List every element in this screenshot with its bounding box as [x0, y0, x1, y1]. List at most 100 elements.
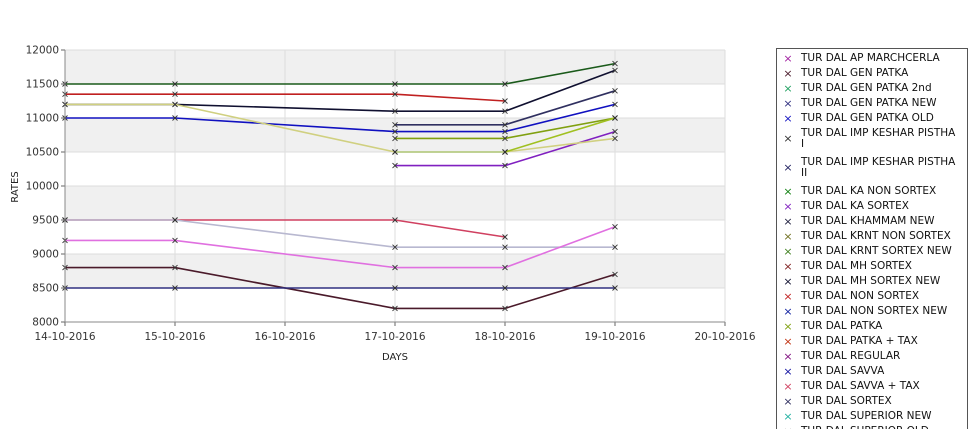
legend-marker-icon: ×: [783, 245, 793, 258]
legend-label: TUR DAL SUPERIOR OLD: [801, 426, 961, 429]
data-point-marker: [502, 128, 508, 135]
data-point-marker: [502, 108, 508, 115]
data-point-marker: [392, 217, 398, 223]
legend-label: TUR DAL KHAMMAM NEW: [801, 215, 935, 227]
legend-item: × TUR DAL MH SORTEX NEW: [781, 276, 961, 288]
legend-label: TUR DAL GEN PATKA OLD: [801, 112, 934, 124]
legend-marker-icon: ×: [783, 260, 793, 273]
legend-label: TUR DAL IMP KESHAR PISTHA II: [801, 156, 956, 179]
legend-marker-icon: ×: [783, 320, 793, 333]
data-point-marker: [612, 244, 618, 251]
legend-marker-icon: ×: [781, 426, 795, 429]
legend-item: × TUR DAL KRNT SORTEX NEW: [781, 246, 961, 258]
legend-marker-icon: ×: [783, 230, 793, 243]
data-point-marker: [502, 305, 508, 312]
legend-marker-icon: ×: [783, 185, 793, 198]
legend-item: × TUR DAL SAVVA + TAX: [781, 381, 961, 393]
legend-marker-icon: ×: [783, 67, 793, 80]
y-axis-label: RATES: [10, 171, 21, 202]
legend-label: TUR DAL IMP KESHAR PISTHA I: [801, 127, 956, 150]
data-point-marker: [392, 244, 398, 251]
legend-item: × TUR DAL KA NON SORTEX: [781, 186, 961, 198]
legend-marker-icon: ×: [783, 161, 793, 174]
data-point-marker: [612, 115, 618, 121]
legend-item: × TUR DAL GEN PATKA OLD: [781, 113, 961, 125]
y-tick-label: 10000: [26, 181, 59, 193]
data-point-marker: [502, 264, 508, 271]
data-point-marker: [612, 135, 618, 142]
legend-marker-icon: ×: [783, 290, 793, 303]
y-tick-label: 10500: [26, 147, 59, 159]
data-point-marker: [392, 121, 398, 128]
tick-labels: 8000 8500 9000 9500 10000 10500 11000 11500 1200…: [26, 45, 756, 344]
y-tick-label: 9000: [32, 249, 59, 261]
x-tick-label: 18-10-2016: [474, 331, 535, 343]
legend-label: TUR DAL KRNT NON SORTEX: [801, 230, 951, 242]
data-point-marker: [502, 162, 508, 169]
legend-marker-icon: ×: [783, 112, 793, 125]
legend-marker-icon: ×: [783, 350, 793, 363]
legend-label: TUR DAL GEN PATKA 2nd: [801, 82, 932, 94]
legend-item: × TUR DAL GEN PATKA 2nd: [781, 83, 961, 95]
legend-item: × TUR DAL AP MARCHCERLA: [781, 53, 961, 65]
y-tick-label: 12000: [26, 45, 59, 57]
legend-item: × TUR DAL SUPERIOR NEW: [781, 411, 961, 423]
x-tick-label: 16-10-2016: [254, 331, 315, 343]
legend-item: × TUR DAL GEN PATKA: [781, 68, 961, 80]
legend-marker-icon: ×: [783, 82, 793, 95]
data-point-marker: [172, 115, 178, 121]
series-line-14: [65, 93, 506, 102]
y-tick-label: 8500: [32, 283, 59, 295]
legend-marker-icon: ×: [783, 52, 793, 65]
data-point-marker: [612, 67, 618, 74]
data-point-marker: [612, 285, 618, 291]
legend-label: TUR DAL NON SORTEX NEW: [801, 305, 948, 317]
legend-item: × TUR DAL IMP KESHAR PISTHA I: [781, 128, 961, 150]
legend-item: × TUR DAL KA SORTEX: [781, 201, 961, 213]
legend-label: TUR DAL MH SORTEX: [801, 260, 912, 272]
x-tick-label: 20-10-2016: [694, 331, 755, 343]
data-point-marker: [392, 162, 398, 169]
legend-marker-icon: ×: [783, 395, 793, 408]
x-axis-label: DAYS: [382, 352, 408, 363]
data-point-marker: [612, 60, 618, 67]
data-point-marker: [172, 101, 178, 108]
legend-label: TUR DAL GEN PATKA: [801, 67, 909, 79]
legend-item: × TUR DAL KHAMMAM NEW: [781, 216, 961, 228]
data-point-marker: [502, 149, 508, 155]
data-point-marker: [612, 87, 618, 94]
legend-marker-icon: ×: [783, 410, 793, 423]
series-line-28: [504, 117, 616, 153]
legend-marker-icon: ×: [783, 275, 793, 288]
series-line-26: [65, 219, 615, 248]
data-point-marker: [612, 271, 618, 278]
legend-marker-icon: ×: [783, 305, 793, 318]
data-point-marker: [392, 108, 398, 115]
legend-label: TUR DAL KA SORTEX: [801, 200, 909, 212]
legend-item: × TUR DAL MH SORTEX: [781, 261, 961, 273]
data-point-marker: [392, 264, 398, 271]
legend-marker-icon: ×: [783, 365, 793, 378]
legend-item: × TUR DAL IMP KESHAR PISTHA II: [781, 157, 961, 179]
legend-marker-icon: ×: [783, 380, 793, 393]
data-point-marker: [172, 264, 178, 271]
data-point-marker: [392, 81, 398, 87]
x-tick-label: 19-10-2016: [584, 331, 645, 343]
legend-label: TUR DAL NON SORTEX: [801, 290, 920, 302]
legend-label: TUR DAL GEN PATKA NEW: [801, 97, 937, 109]
legend-label: TUR DAL SAVVA: [801, 365, 885, 377]
data-point-marker: [392, 305, 398, 312]
data-point-marker: [172, 285, 178, 291]
x-tick-label: 15-10-2016: [144, 331, 205, 343]
data-point-marker: [172, 217, 178, 223]
data-point-marker: [502, 244, 508, 251]
legend-label: TUR DAL SORTEX: [801, 395, 892, 407]
x-tick-label: 17-10-2016: [364, 331, 425, 343]
legend-label: TUR DAL PATKA + TAX: [801, 335, 918, 347]
data-point-marker: [612, 101, 618, 108]
legend-marker-icon: ×: [783, 200, 793, 213]
legend-marker-icon: ×: [783, 335, 793, 348]
y-tick-label: 11500: [26, 79, 59, 91]
legend-marker-icon: ×: [783, 97, 793, 110]
